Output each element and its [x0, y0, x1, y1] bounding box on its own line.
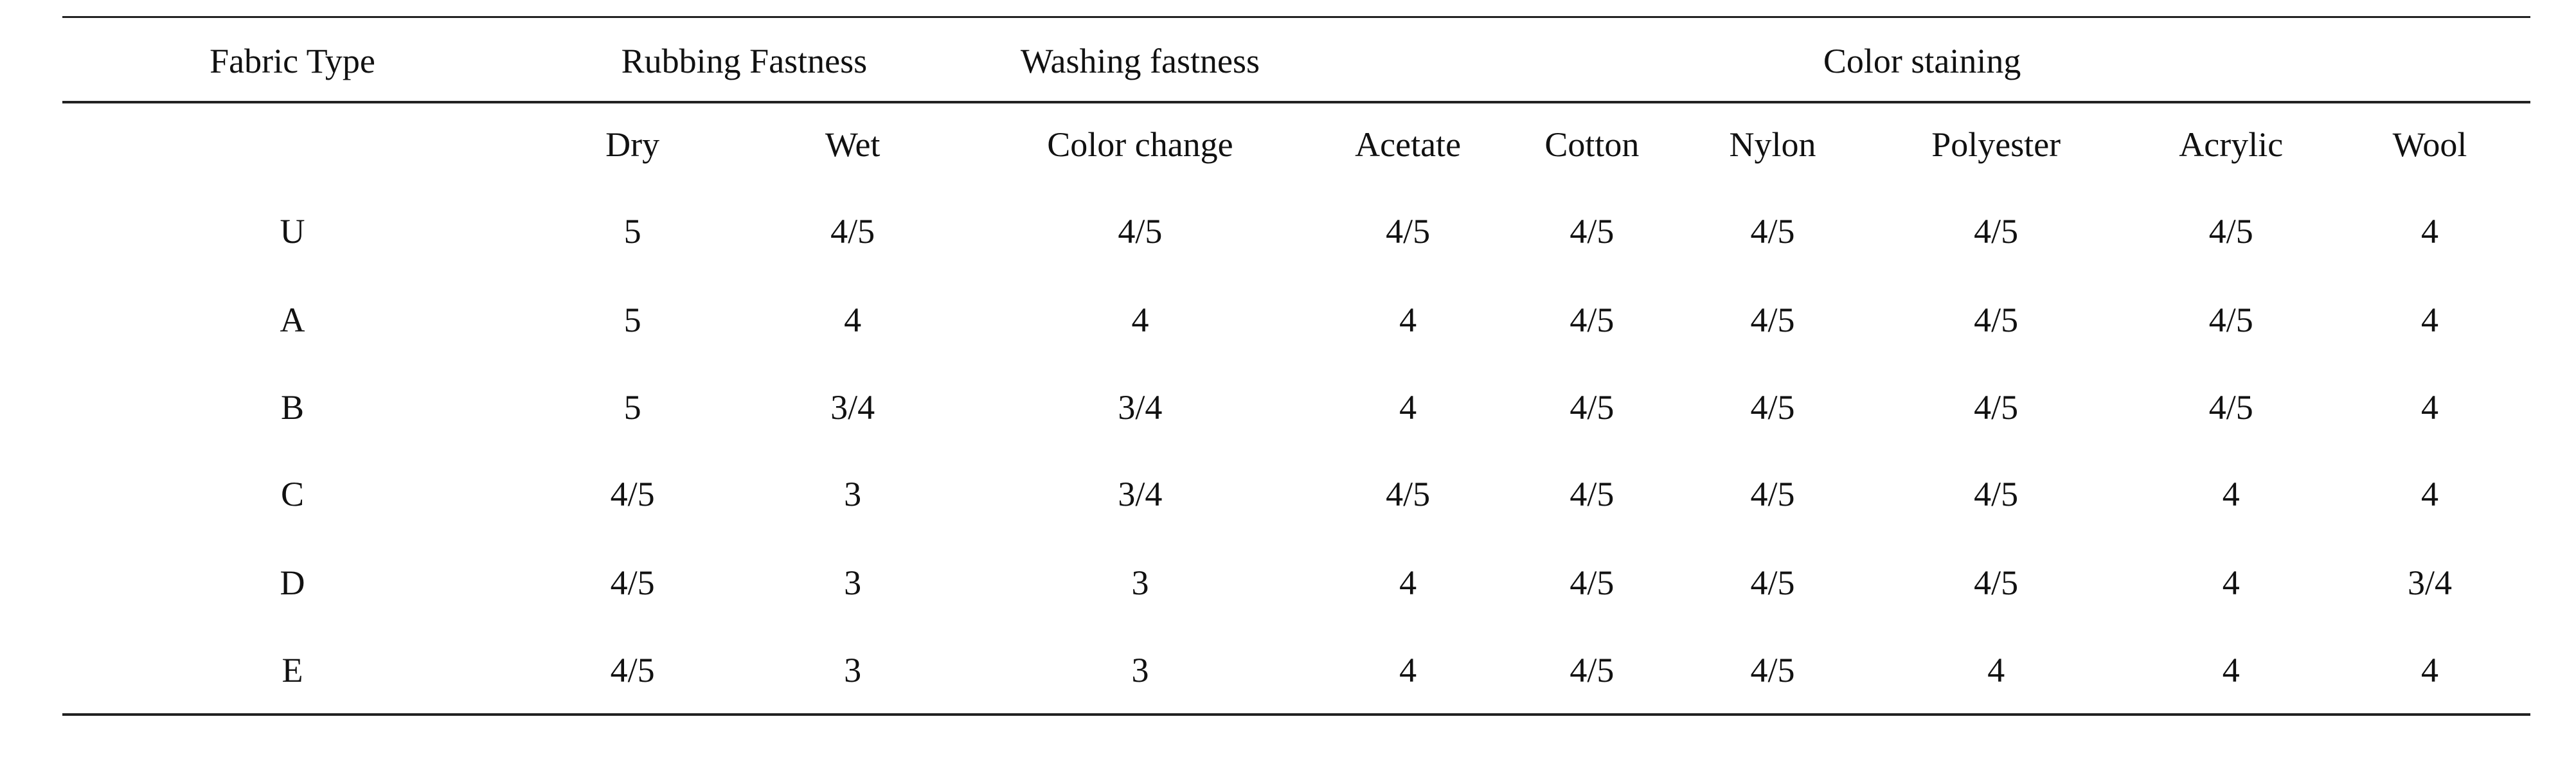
table-cell: 4/5: [1974, 387, 2019, 427]
row-label: E: [282, 650, 303, 689]
table-cell: 4/5: [1386, 475, 1431, 514]
table-cell: 4: [2222, 564, 2240, 603]
table-cell: 4/5: [1570, 475, 1614, 514]
table-cell: 4/5: [1974, 301, 2019, 340]
table-cell: 3/4: [830, 387, 875, 427]
table-cell: 4/5: [1974, 212, 2019, 251]
table-cell: 4: [2421, 301, 2438, 340]
sub-header: Wool: [2392, 125, 2467, 164]
table-cell: 4: [1399, 564, 1417, 603]
table-cell: 4/5: [2208, 387, 2253, 427]
table-cell: 4/5: [1974, 475, 2019, 514]
sub-header: Wet: [825, 125, 881, 164]
table-cell: 4/5: [1570, 387, 1614, 427]
row-label: C: [280, 475, 304, 514]
table-cell: 3: [844, 564, 862, 603]
row-label: D: [280, 564, 305, 603]
sub-header: Nylon: [1729, 125, 1816, 164]
table-cell: 4/5: [1570, 301, 1614, 340]
table-cell: 4: [1399, 387, 1417, 427]
header-rule: [62, 101, 2530, 103]
table-cell: 4/5: [1750, 212, 1795, 251]
table-cell: 4: [2421, 212, 2438, 251]
table-cell: 4/5: [610, 475, 655, 514]
table-cell: 3/4: [1118, 387, 1163, 427]
table-cell: 4: [1399, 301, 1417, 340]
bottom-rule: [62, 713, 2530, 716]
table-cell: 4: [1399, 650, 1417, 689]
table-cell: 3: [1131, 564, 1149, 603]
sub-header: Acetate: [1355, 125, 1462, 164]
table-cell: 4/5: [2208, 301, 2253, 340]
table-cell: 5: [623, 301, 641, 340]
table-cell: 4/5: [1570, 564, 1614, 603]
table-cell: 5: [623, 387, 641, 427]
table-cell: 4/5: [2208, 212, 2253, 251]
group-header: Fabric Type: [210, 41, 375, 80]
table-cell: 3: [844, 650, 862, 689]
table-cell: 4/5: [1750, 564, 1795, 603]
sub-header: Acrylic: [2179, 125, 2284, 164]
table-cell: 4: [1131, 301, 1149, 340]
sub-header: Polyester: [1931, 125, 2061, 164]
top-rule: [62, 16, 2530, 18]
table-cell: 4/5: [1750, 387, 1795, 427]
table-cell: 4: [844, 301, 862, 340]
group-header: Rubbing Fastness: [621, 41, 868, 80]
group-header: Color staining: [1823, 41, 2021, 80]
sub-header: Cotton: [1544, 125, 1640, 164]
table-cell: 4/5: [610, 650, 655, 689]
row-label: B: [280, 387, 304, 427]
table-cell: 5: [623, 212, 641, 251]
sub-header: Color change: [1047, 125, 1233, 164]
table-cell: 4/5: [1570, 212, 1614, 251]
table-cell: 4/5: [1750, 475, 1795, 514]
table-cell: 4/5: [1570, 650, 1614, 689]
table-cell: 4: [2421, 387, 2438, 427]
table-cell: 3: [844, 475, 862, 514]
table-cell: 4/5: [1750, 301, 1795, 340]
table-cell: 4/5: [1750, 650, 1795, 689]
row-label: U: [280, 212, 305, 251]
table-cell: 4: [2421, 475, 2438, 514]
table-cell: 4/5: [830, 212, 875, 251]
sub-header: Dry: [605, 125, 660, 164]
table-cell: 3: [1131, 650, 1149, 689]
table-cell: 4: [2222, 475, 2240, 514]
row-label: A: [280, 301, 305, 340]
table-cell: 4: [1987, 650, 2005, 689]
group-header: Washing fastness: [1020, 41, 1260, 80]
table-cell: 4/5: [1118, 212, 1163, 251]
table-cell: 4: [2421, 650, 2438, 689]
table-cell: 4/5: [1386, 212, 1431, 251]
table-cell: 4/5: [610, 564, 655, 603]
table-cell: 3/4: [2407, 564, 2453, 603]
table-cell: 3/4: [1118, 475, 1163, 514]
table-cell: 4/5: [1974, 564, 2019, 603]
table-cell: 4: [2222, 650, 2240, 689]
